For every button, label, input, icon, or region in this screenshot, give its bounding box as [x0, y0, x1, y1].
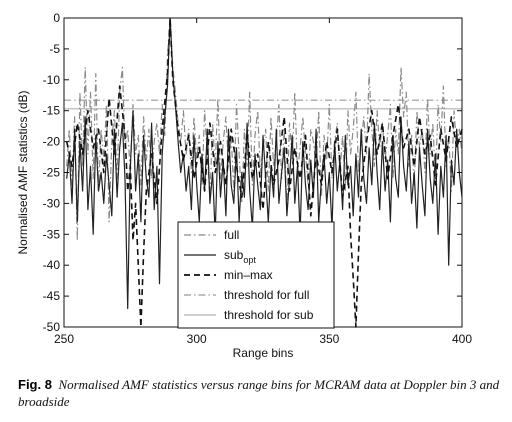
y-tick-label: -35 [43, 227, 61, 241]
legend-label-subscript: opt [243, 255, 256, 265]
x-tick-label: 400 [452, 332, 472, 346]
series-line-1 [66, 17, 463, 310]
amf-chart: 250 300 350 400 0 -5 -10 -15 -20 -25 -30 -35 -40 -45 -… [16, 11, 473, 360]
y-tick-label: -45 [43, 289, 61, 303]
series-layer [64, 17, 463, 328]
y-tick-label: -5 [49, 42, 60, 56]
y-tick-label: -10 [43, 73, 61, 87]
legend-label-0: full [224, 228, 239, 242]
y-tick-label: -50 [43, 320, 61, 334]
x-tick-label: 350 [319, 332, 339, 346]
figure-caption: Fig. 8 Normalised AMF statistics versus … [18, 376, 502, 410]
y-tick-label: -15 [43, 104, 61, 118]
y-tick-label: -25 [43, 166, 61, 180]
y-tick-label: -30 [43, 196, 61, 210]
legend-label-3: threshold for full [224, 288, 309, 302]
x-tick-label: 300 [187, 332, 207, 346]
series-line-2 [65, 17, 463, 328]
y-tick-label: -20 [43, 135, 61, 149]
y-axis-label: Normalised AMF statistics (dB) [16, 90, 30, 254]
legend-label-4: threshold for sub [224, 308, 314, 322]
ticks-layer: 250 300 350 400 0 -5 -10 -15 -20 -25 -30 -35 -40 -45 -… [43, 11, 473, 346]
caption-label: Fig. 8 [18, 377, 52, 392]
x-axis-label: Range bins [233, 346, 294, 360]
y-tick-label: -40 [43, 258, 61, 272]
legend-label-2: min–max [224, 268, 273, 282]
y-tick-label: 0 [53, 11, 60, 25]
caption-text: Normalised AMF statistics versus range b… [18, 377, 500, 409]
x-tick-label: 250 [54, 332, 74, 346]
